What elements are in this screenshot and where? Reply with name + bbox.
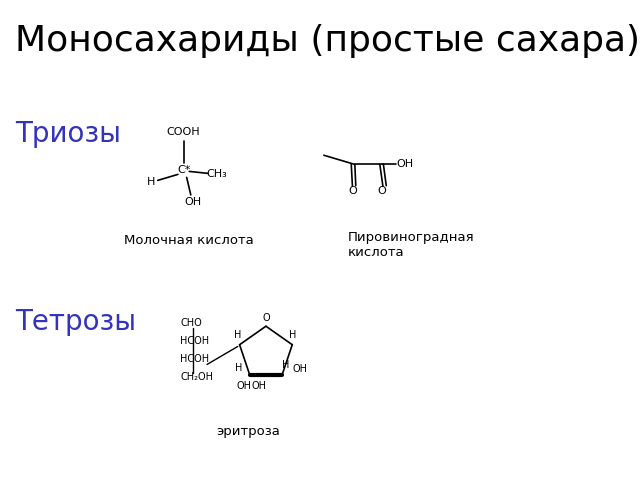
Text: H: H bbox=[236, 363, 243, 373]
Text: CH₂OH: CH₂OH bbox=[180, 372, 213, 382]
Text: HCOH: HCOH bbox=[180, 354, 209, 364]
Text: Тетрозы: Тетрозы bbox=[15, 308, 136, 336]
Text: OH: OH bbox=[396, 159, 413, 169]
Text: CH₃: CH₃ bbox=[207, 169, 227, 179]
Text: Пировиноградная
кислота: Пировиноградная кислота bbox=[348, 231, 474, 259]
Text: эритроза: эритроза bbox=[216, 425, 280, 439]
Text: Молочная кислота: Молочная кислота bbox=[124, 233, 253, 247]
Text: OH: OH bbox=[184, 197, 201, 206]
Text: OH: OH bbox=[292, 364, 307, 374]
Text: HCOH: HCOH bbox=[180, 336, 209, 346]
Text: C*: C* bbox=[177, 166, 190, 175]
Text: Моносахариды (простые сахара): Моносахариды (простые сахара) bbox=[15, 24, 640, 58]
Text: H: H bbox=[282, 360, 289, 370]
Text: OH: OH bbox=[251, 381, 266, 391]
Text: H: H bbox=[147, 177, 156, 187]
Text: COOH: COOH bbox=[167, 127, 200, 137]
Text: H: H bbox=[289, 330, 296, 340]
Text: O: O bbox=[262, 313, 269, 324]
Text: O: O bbox=[349, 186, 357, 196]
Text: H: H bbox=[234, 330, 241, 340]
Text: OH: OH bbox=[237, 381, 252, 391]
Text: Триозы: Триозы bbox=[15, 120, 121, 148]
Text: O: O bbox=[377, 186, 386, 196]
Text: CHO: CHO bbox=[180, 318, 202, 328]
